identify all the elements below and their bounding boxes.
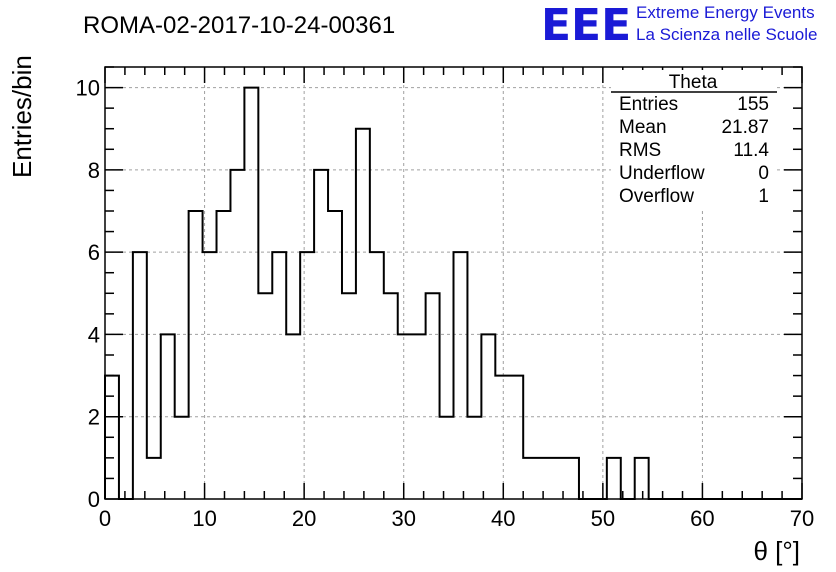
x-tick-labels: 0 10 20 30 40 50 60 70 (99, 506, 814, 531)
x-tick-label: 70 (790, 506, 814, 531)
stats-row-label: Underflow (619, 163, 705, 184)
stats-box-rows: Entries 155 Mean 21.87 RMS 11.4 Underflow 0 Over… (619, 94, 769, 207)
x-tick-label: 50 (591, 506, 615, 531)
x-tick-label: 10 (192, 506, 216, 531)
x-tick-label: 0 (99, 506, 111, 531)
x-tick-label: 60 (690, 506, 714, 531)
y-axis-ticks (105, 66, 802, 500)
stats-row-value: 155 (737, 94, 769, 115)
chart-title: ROMA-02-2017-10-24-00361 (83, 12, 395, 39)
stats-row-label: Mean (619, 117, 667, 138)
logo-line-1: Extreme Energy Events (636, 3, 815, 22)
stats-box-title: Theta (669, 72, 718, 93)
x-tick-label: 20 (292, 506, 316, 531)
y-tick-label: 6 (88, 240, 100, 265)
plot-frame (104, 66, 803, 500)
y-tick-labels: 0 2 4 6 8 10 (76, 76, 100, 512)
y-tick-label: 8 (88, 158, 100, 183)
stats-row-value: 1 (758, 186, 769, 207)
x-axis-ticks (104, 67, 803, 499)
stats-row-label: RMS (619, 140, 661, 161)
y-tick-label: 4 (88, 322, 100, 347)
stats-row-value: 21.87 (721, 117, 769, 138)
logo-line-2: La Scienza nelle Scuole (636, 25, 817, 44)
x-tick-label: 40 (491, 506, 515, 531)
logo-mark: EEE (541, 0, 631, 51)
stats-row-value: 0 (758, 163, 769, 184)
stats-box-background (611, 70, 777, 210)
y-tick-label: 10 (76, 76, 100, 101)
stats-row-value: 11.4 (733, 140, 769, 161)
x-tick-label: 30 (391, 506, 415, 531)
stats-row-label: Overflow (619, 186, 694, 207)
y-tick-label: 0 (88, 487, 100, 512)
stats-row-label: Entries (619, 94, 678, 115)
x-axis-title: θ [°] (753, 536, 800, 566)
y-tick-label: 2 (88, 405, 100, 430)
stats-box: Theta Entries 155 Mean 21.87 RMS 11.4 Underflo… (611, 70, 777, 210)
eee-logo: EEE Extreme Energy Events La Scienza nel… (541, 0, 817, 51)
y-axis-title: Entries/bin (7, 55, 37, 178)
